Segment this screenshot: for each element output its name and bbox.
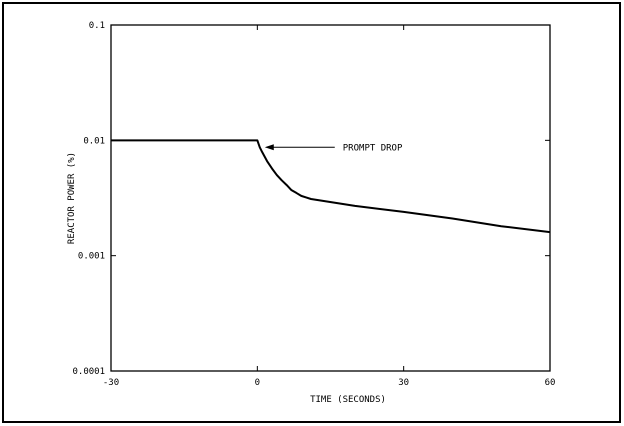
- y-tick-labels: 0.0001 0.001 0.01 0.1: [72, 21, 105, 377]
- y-tick-label: 0.0001: [72, 367, 105, 377]
- x-tick-label: -30: [103, 378, 119, 388]
- series-line: [111, 139, 551, 234]
- y-axis-title: REACTOR POWER (%): [67, 152, 77, 244]
- x-tick-label: 30: [398, 378, 409, 388]
- series-layer: [111, 139, 551, 234]
- annotation-layer: PROMPT DROP: [264, 143, 403, 153]
- y-tick-label: 0.01: [83, 136, 105, 146]
- annotation-arrowhead: [264, 144, 274, 151]
- y-tick-label: 0.001: [78, 252, 105, 262]
- x-tick-label: 0: [255, 378, 260, 388]
- x-tick-label: 60: [545, 378, 556, 388]
- annotation-label: PROMPT DROP: [343, 143, 403, 153]
- x-tick-labels: -30 0 30 60: [103, 378, 556, 388]
- y-tick-label: 0.1: [89, 21, 105, 31]
- tick-marks: [110, 24, 551, 372]
- x-axis-title: TIME (SECONDS): [310, 395, 386, 405]
- plot-area: [110, 24, 551, 372]
